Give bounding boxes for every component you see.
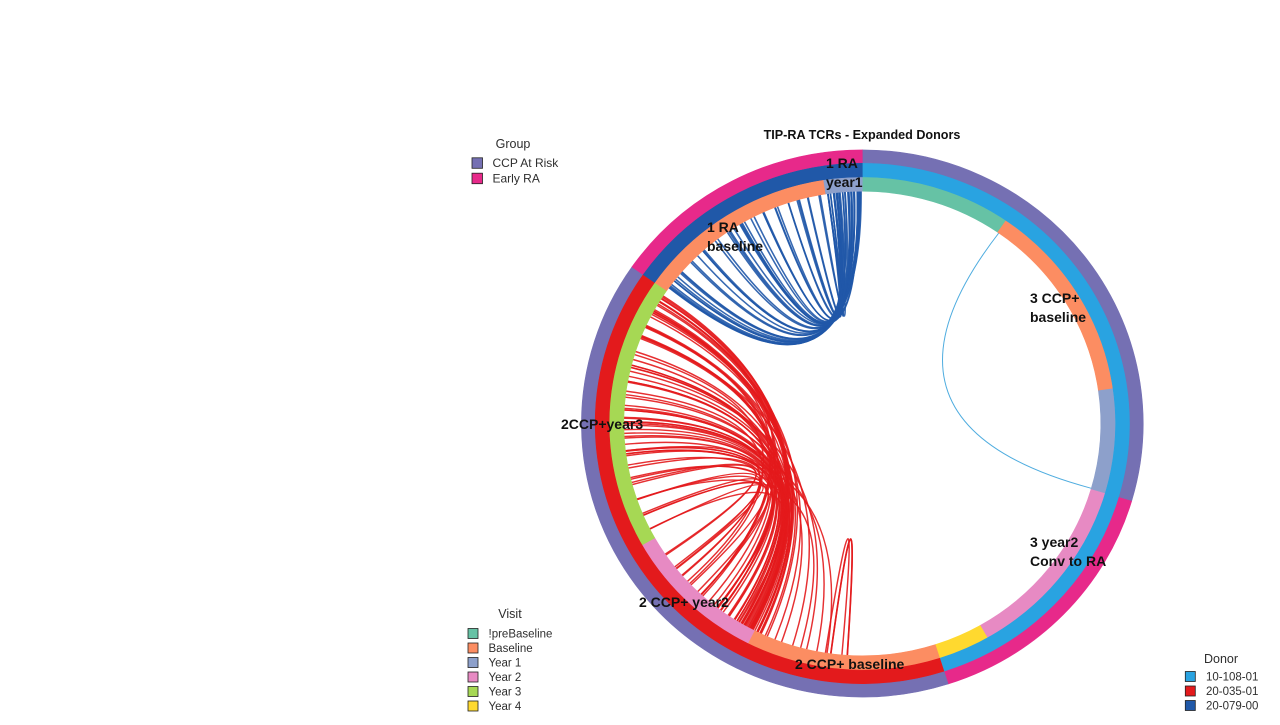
svg-text:Year 4: Year 4 xyxy=(489,701,522,713)
svg-text:20-079-00: 20-079-00 xyxy=(1206,701,1258,713)
svg-text:10-108-01: 10-108-01 xyxy=(1206,672,1258,684)
svg-text:Early RA: Early RA xyxy=(493,172,540,186)
svg-text:CCP At Risk: CCP At Risk xyxy=(493,156,560,170)
svg-text:!preBaseline: !preBaseline xyxy=(489,629,553,641)
svg-text:Group: Group xyxy=(496,137,531,151)
svg-text:Visit: Visit xyxy=(498,607,522,621)
svg-text:1 RA: 1 RA xyxy=(707,219,739,235)
svg-text:Baseline: Baseline xyxy=(489,643,533,655)
svg-text:3 year2: 3 year2 xyxy=(1030,534,1078,550)
svg-text:baseline: baseline xyxy=(1030,309,1086,325)
svg-text:20-035-01: 20-035-01 xyxy=(1206,686,1258,698)
svg-text:Year 1: Year 1 xyxy=(489,658,522,670)
svg-text:2CCP+year3: 2CCP+year3 xyxy=(561,416,643,432)
svg-text:Donor: Donor xyxy=(1204,652,1238,666)
svg-text:3 CCP+: 3 CCP+ xyxy=(1030,290,1079,306)
svg-text:baseline: baseline xyxy=(707,238,763,254)
svg-text:Conv to RA: Conv to RA xyxy=(1030,553,1106,569)
svg-text:Year 3: Year 3 xyxy=(489,687,522,699)
svg-text:1 RA: 1 RA xyxy=(826,155,858,171)
svg-text:2 CCP+ year2: 2 CCP+ year2 xyxy=(639,594,729,610)
svg-text:2 CCP+ baseline: 2 CCP+ baseline xyxy=(795,656,905,672)
svg-text:TIP-RA TCRs - Expanded Donors: TIP-RA TCRs - Expanded Donors xyxy=(764,128,961,142)
svg-text:year1: year1 xyxy=(826,174,863,190)
svg-text:Year 2: Year 2 xyxy=(489,672,522,684)
